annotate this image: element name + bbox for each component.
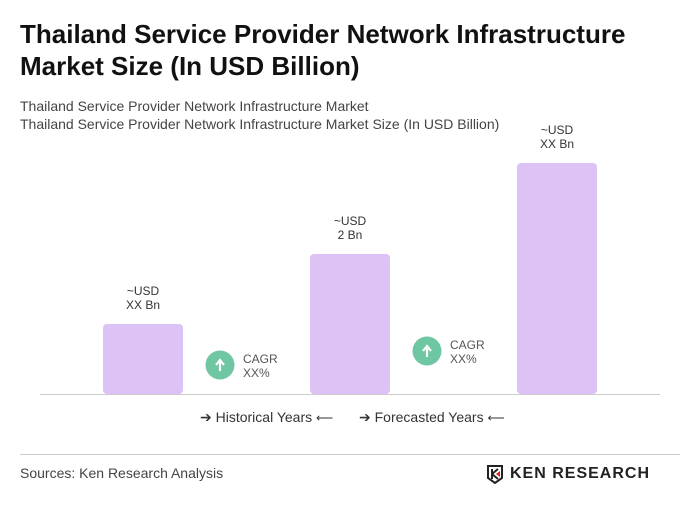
data-label: XX Bn [126,298,160,312]
bar [103,324,183,394]
chart-subtitle: Thailand Service Provider Network Infras… [20,98,369,114]
source-text: Sources: Ken Research Analysis [20,465,224,481]
cagr-value: XX% [450,352,477,366]
cagr-label: CAGR [450,338,485,352]
data-label: 2 Bn [338,228,363,242]
legend-forecasted-label: Forecasted Years [374,409,484,425]
bar [310,254,390,394]
data-label: ~USD [127,284,160,298]
legend-forecasted: ➔ Forecasted Years ⟵ [359,409,505,425]
data-label: XX Bn [540,137,574,151]
legend-historical: ➔ Historical Years ⟵ [200,409,334,425]
cagr-label: CAGR [243,352,278,366]
bar [517,163,597,394]
legend-historical-label: Historical Years [215,409,313,425]
chart-title: Thailand Service Provider Network Infras… [20,19,626,81]
chart-subtitle-2: Thailand Service Provider Network Infras… [20,116,500,132]
cagr-value: XX% [243,366,270,380]
divider [20,454,680,455]
data-label: ~USD [334,214,367,228]
logo-mark-icon [487,465,503,484]
arrow-glyph [215,358,225,371]
ken-research-logo: KEN RESEARCH [486,464,650,484]
logo-text: KEN RESEARCH [510,465,651,482]
arrow-glyph [422,344,432,357]
data-label: ~USD [541,123,574,137]
